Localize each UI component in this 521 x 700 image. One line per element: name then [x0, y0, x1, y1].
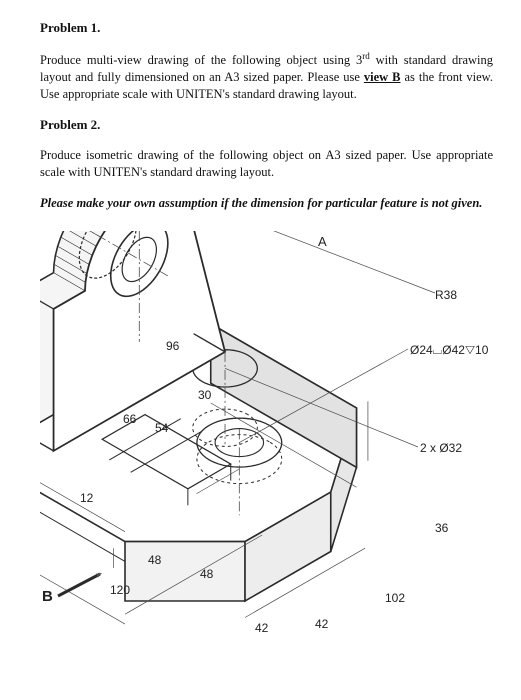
dim-d36: 36: [435, 521, 448, 535]
dim-d42a: 42: [255, 621, 268, 635]
dim-d96: 96: [166, 339, 179, 353]
problem1-heading: Problem 1.: [40, 20, 493, 36]
p1-text-a: Produce multi-view drawing of the follow…: [40, 53, 362, 67]
dim-phi: Ø24⌴Ø42▽10: [410, 343, 488, 358]
dim-d42b: 42: [315, 617, 328, 631]
dim-R38: R38: [435, 288, 457, 302]
dim-d54: 54: [155, 421, 168, 435]
dim-twoD32: 2 x Ø32: [420, 441, 462, 455]
dim-A: A: [318, 234, 327, 249]
problem2-text: Produce isometric drawing of the followi…: [40, 147, 493, 181]
dim-d30: 30: [198, 388, 211, 402]
dim-d48a: 48: [148, 553, 161, 567]
isometric-figure: A B R38 96 30 66 54 12 48 48 120 42 42 102 36 2 x Ø32 Ø2…: [40, 231, 510, 641]
dim-d102: 102: [385, 591, 405, 605]
dim-d12: 12: [80, 491, 93, 505]
p1-sup: rd: [362, 51, 370, 61]
dim-d120: 120: [110, 583, 130, 597]
dim-d48b: 48: [200, 567, 213, 581]
problem1-text: Produce multi-view drawing of the follow…: [40, 50, 493, 103]
dim-B: B: [42, 588, 53, 605]
assumption-note: Please make your own assumption if the d…: [40, 195, 493, 212]
view-b-label: view B: [364, 70, 401, 84]
dim-d66: 66: [123, 412, 136, 426]
problem2-heading: Problem 2.: [40, 117, 493, 133]
